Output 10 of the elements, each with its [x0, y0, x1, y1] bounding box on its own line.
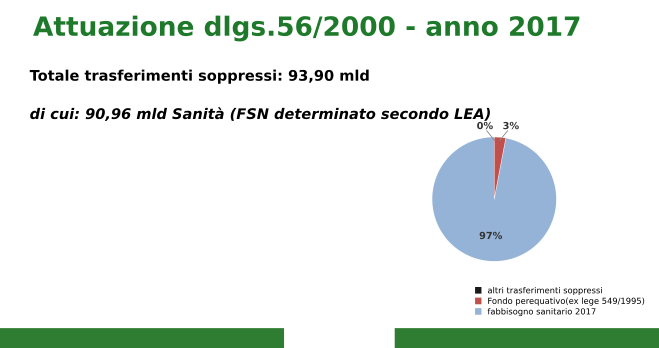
data-label: 3%: [503, 122, 519, 130]
legend-label: fabbisogno sanitario 2017: [488, 308, 596, 316]
pie-slice: [432, 136, 557, 262]
data-label: 97%: [480, 232, 502, 240]
legend-label: Fondo perequativo(ex lege 549/1995): [488, 298, 644, 306]
text: di cui: 90,96 mld Sanità (FSN determinato secondo LEA): [30, 107, 490, 122]
legend-label: altri trasferimenti soppressi: [488, 286, 602, 296]
text: Totale trasferimenti soppressi: 93,90 mld: [30, 70, 369, 84]
chart-title: Attuazione dlgs.56/2000 - anno 2017: [33, 16, 580, 42]
text: 0%: [477, 122, 493, 130]
